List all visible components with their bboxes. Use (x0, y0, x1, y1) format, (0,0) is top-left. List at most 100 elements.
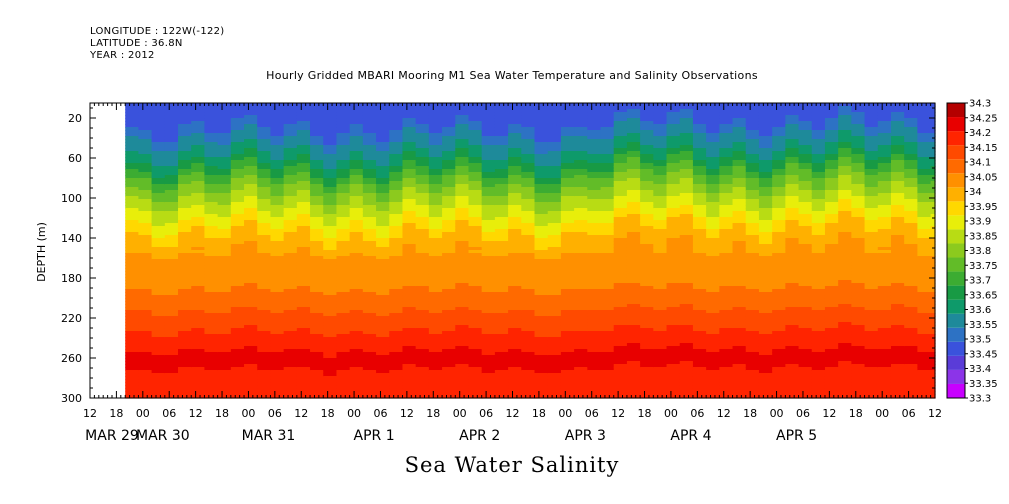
heatmap-cell (164, 256, 179, 260)
heatmap-cell (257, 244, 272, 248)
heatmap-cell (191, 316, 206, 320)
heatmap-cell (178, 235, 192, 239)
heatmap-cell (125, 304, 140, 308)
heatmap-cell (230, 217, 245, 221)
heatmap-cell (164, 190, 179, 194)
latitude-label: LATITUDE : 36.8N (90, 38, 183, 49)
heatmap-cell (191, 352, 206, 356)
heatmap-cell (323, 127, 338, 131)
heatmap-cell (230, 238, 245, 242)
heatmap-cell (138, 160, 153, 164)
heatmap-cell (151, 274, 166, 278)
heatmap-cell (244, 256, 258, 260)
heatmap-cell (178, 253, 192, 257)
heatmap-cell (125, 106, 140, 110)
heatmap-cell (270, 151, 285, 155)
heatmap-cell (164, 223, 179, 227)
heatmap-cell (244, 280, 258, 284)
heatmap-cell (230, 355, 245, 359)
heatmap-cell (296, 286, 311, 290)
heatmap-cell (164, 373, 179, 377)
heatmap-cell (244, 388, 258, 392)
heatmap-cell (164, 196, 179, 200)
heatmap-cell (178, 217, 192, 221)
heatmap-cell (310, 382, 324, 386)
heatmap-cell (217, 388, 232, 392)
heatmap-cell (296, 271, 311, 275)
heatmap-cell (125, 298, 140, 302)
heatmap-cell (125, 244, 140, 248)
heatmap-cell (125, 373, 140, 377)
heatmap-cell (230, 205, 245, 209)
heatmap-cell (138, 184, 153, 188)
heatmap-cell (323, 118, 338, 122)
heatmap-cell (296, 283, 311, 287)
heatmap-cell (310, 211, 324, 215)
heatmap-cell (270, 283, 285, 287)
heatmap-cell (270, 160, 285, 164)
heatmap-cell (151, 109, 166, 113)
heatmap-cell (230, 133, 245, 137)
heatmap-cell (164, 163, 179, 167)
heatmap-cell (125, 223, 140, 227)
heatmap-cell (323, 235, 338, 239)
heatmap-cell (164, 274, 179, 278)
heatmap-cell (230, 388, 245, 392)
heatmap-cell (204, 145, 219, 149)
heatmap-cell (244, 250, 258, 254)
heatmap-cell (257, 334, 272, 338)
heatmap-cell (283, 277, 298, 281)
heatmap-cell (257, 193, 272, 197)
heatmap-cell (310, 169, 324, 173)
heatmap-cell (178, 181, 192, 185)
heatmap-cell (178, 289, 192, 293)
heatmap-cell (310, 217, 324, 221)
heatmap-cell (230, 154, 245, 158)
heatmap-cell (283, 184, 298, 188)
heatmap-cell (164, 136, 179, 140)
heatmap-cell (151, 145, 166, 149)
heatmap-cell (283, 118, 298, 122)
heatmap-cell (257, 199, 272, 203)
heatmap-cell (283, 379, 298, 383)
heatmap-cell (230, 325, 245, 329)
heatmap-cell (310, 208, 324, 212)
heatmap-cell (151, 262, 166, 266)
heatmap-cell (204, 112, 219, 116)
heatmap-cell (270, 169, 285, 173)
heatmap-cell (244, 154, 258, 158)
heatmap-cell (125, 172, 140, 176)
heatmap-cell (283, 121, 298, 125)
heatmap-cell (204, 169, 219, 173)
heatmap-cell (323, 205, 338, 209)
heatmap-cell (323, 325, 338, 329)
heatmap-cell (217, 370, 232, 374)
heatmap-cell (270, 214, 285, 218)
heatmap-cell (310, 238, 324, 242)
heatmap-cell (323, 289, 338, 293)
heatmap-cell (270, 385, 285, 389)
heatmap-cell (138, 223, 153, 227)
heatmap-cell (296, 241, 311, 245)
heatmap-cell (125, 217, 140, 221)
heatmap-cell (204, 223, 219, 227)
heatmap-cell (323, 181, 338, 185)
heatmap-cell (138, 280, 153, 284)
heatmap-cell (178, 109, 192, 113)
heatmap-cell (164, 301, 179, 305)
heatmap-cell (138, 292, 153, 296)
heatmap-cell (217, 253, 232, 257)
heatmap-cell (257, 190, 272, 194)
heatmap-cell (164, 112, 179, 116)
heatmap-cell (310, 343, 324, 347)
heatmap-cell (310, 373, 324, 377)
heatmap-cell (270, 163, 285, 167)
heatmap-cell (191, 211, 206, 215)
heatmap-cell (296, 112, 311, 116)
heatmap-cell (125, 289, 140, 293)
heatmap-cell (178, 295, 192, 299)
heatmap-cell (323, 193, 338, 197)
heatmap-cell (191, 169, 206, 173)
heatmap-cell (244, 178, 258, 182)
heatmap-cell (138, 220, 153, 224)
